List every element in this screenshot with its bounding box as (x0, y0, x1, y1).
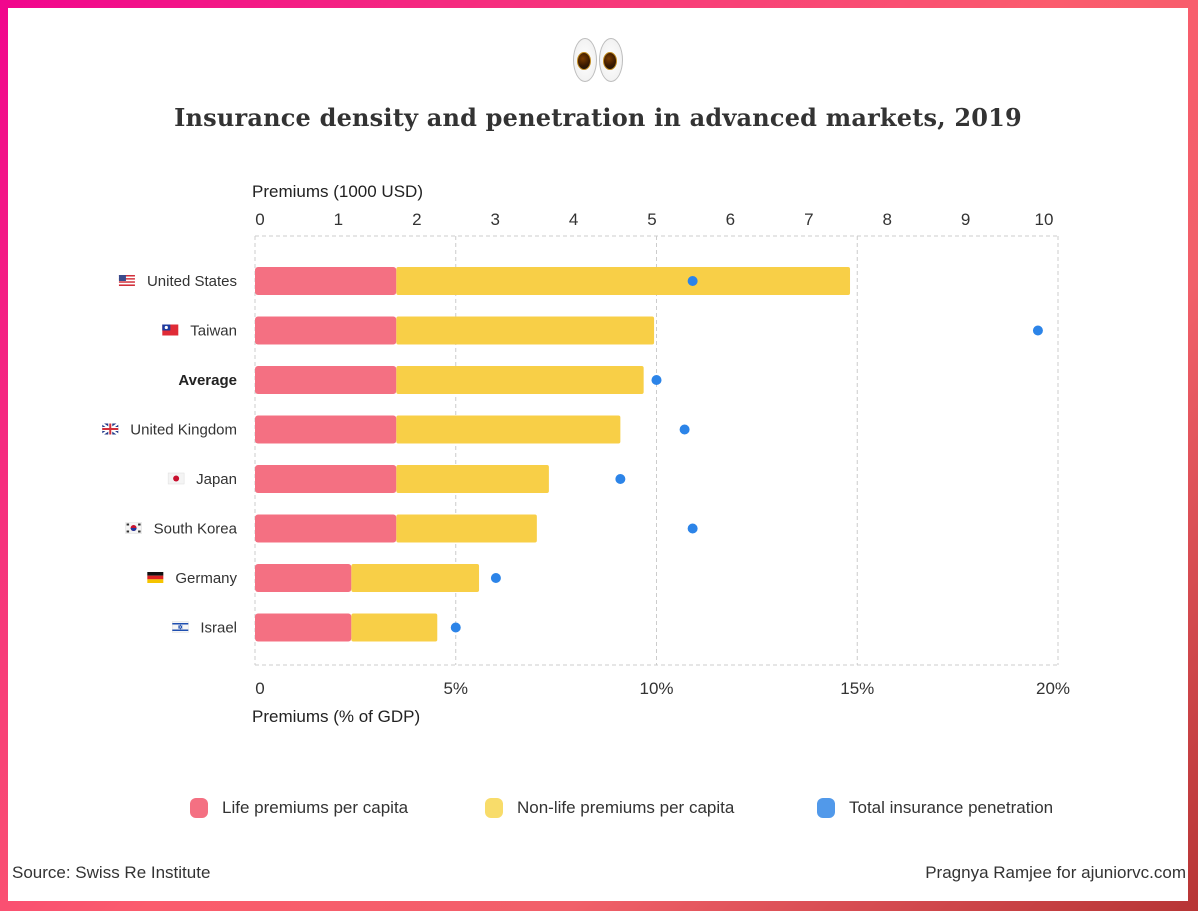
legend-item-penetration: Total insurance penetration (817, 798, 1053, 818)
grid-layer (254, 235, 1059, 666)
top-axis-tick-label: 9 (961, 210, 970, 229)
bar-row (255, 564, 480, 592)
category-label: Israel (200, 620, 237, 637)
dot-penetration (679, 424, 690, 435)
source-note: Source: Swiss Re Institute (12, 863, 211, 882)
author-credit: Pragnya Ramjee for ajuniorvc.com (925, 863, 1186, 882)
dot-penetration (687, 523, 698, 534)
category-label: Japan (196, 471, 237, 488)
top-axis-tick-label: 2 (412, 210, 421, 229)
top-axis-tick-label: 0 (255, 210, 264, 229)
legend-swatch-nonlife (485, 798, 503, 818)
bar-nonlife (351, 564, 480, 592)
dot-penetration (651, 375, 662, 385)
bar-nonlife (396, 316, 655, 345)
dot-penetration (687, 276, 698, 286)
bottom-axis-tick-label: 0 (255, 679, 264, 698)
bar-life (255, 564, 352, 592)
top-axis-tick-label: 3 (490, 210, 499, 229)
top-axis-tick-label: 5 (647, 210, 656, 229)
bar-nonlife (351, 613, 438, 642)
bar-life (255, 415, 397, 444)
legend-label-nonlife: Non-life premiums per capita (517, 798, 735, 817)
dot-penetration (615, 474, 626, 484)
bar-life (255, 465, 397, 493)
legend-item-nonlife: Non-life premiums per capita (485, 798, 734, 818)
legend-swatch-penetration (817, 798, 835, 818)
bar-nonlife (396, 415, 621, 444)
bar-row (255, 267, 851, 295)
legend-item-life: Life premiums per capita (190, 798, 408, 818)
category-label: United States (147, 273, 237, 290)
top-axis-tick-label: 4 (569, 210, 578, 229)
bar-row (255, 415, 621, 444)
category-label: Average (178, 372, 237, 389)
bar-row (255, 613, 438, 642)
top-axis-tick-label: 6 (726, 210, 735, 229)
bottom-axis-tick-label: 5% (443, 679, 468, 698)
germany-flag-icon (147, 572, 164, 583)
top-axis-tick-label: 1 (334, 210, 343, 229)
right-eye-icon (599, 38, 623, 82)
dot-penetration (450, 622, 461, 633)
chart-card: Insurance density and penetration in adv… (8, 8, 1188, 901)
top-axis-title: Premiums (1000 USD) (252, 182, 423, 201)
bar-row (255, 366, 644, 394)
bar-life (255, 514, 397, 543)
label-layer: 0 1 2 3 4 5 6 7 8 9 10 0 5% 10% 15% 20% United States Tai… (101, 210, 1070, 698)
bar-row (255, 465, 549, 493)
bar-life (255, 267, 397, 295)
category-label: South Korea (154, 521, 238, 538)
top-axis-tick-label: 8 (882, 210, 891, 229)
bar-life (255, 366, 397, 394)
legend-label-penetration: Total insurance penetration (849, 798, 1054, 817)
bar-layer (255, 267, 851, 642)
chart-title: Insurance density and penetration in adv… (174, 103, 1022, 132)
eyes-emoji-icon (8, 38, 1188, 88)
bar-row (255, 514, 537, 543)
bar-row (255, 316, 655, 345)
dot-layer (450, 276, 1043, 633)
category-label: Germany (175, 570, 237, 587)
bar-nonlife (396, 366, 644, 394)
taiwan-flag-icon (162, 324, 179, 336)
left-eye-icon (573, 38, 597, 82)
dot-penetration (490, 573, 501, 583)
bar-life (255, 613, 352, 642)
uk-flag-icon (101, 422, 119, 436)
south-korea-flag-icon (125, 522, 142, 534)
bottom-axis-title: Premiums (% of GDP) (252, 707, 420, 726)
legend-swatch-life (190, 798, 208, 818)
bottom-axis-tick-label: 15% (840, 679, 874, 698)
japan-flag-icon (167, 472, 185, 485)
bottom-axis-tick-label: 10% (639, 679, 673, 698)
dot-penetration (1032, 325, 1043, 336)
legend-label-life: Life premiums per capita (222, 798, 409, 817)
bar-life (255, 316, 397, 345)
us-flag-icon (118, 275, 135, 286)
top-axis-tick-label: 7 (804, 210, 813, 229)
bottom-axis-tick-label: 20% (1036, 679, 1070, 698)
legend: Life premiums per capita Non-life premiu… (0, 798, 1198, 822)
bar-nonlife (396, 465, 549, 493)
category-label: Taiwan (190, 323, 237, 340)
bar-nonlife (396, 267, 851, 295)
israel-flag-icon (172, 621, 189, 633)
bar-nonlife (396, 514, 537, 543)
top-axis-tick-label: 10 (1035, 210, 1054, 229)
category-label: United Kingdom (130, 422, 237, 439)
